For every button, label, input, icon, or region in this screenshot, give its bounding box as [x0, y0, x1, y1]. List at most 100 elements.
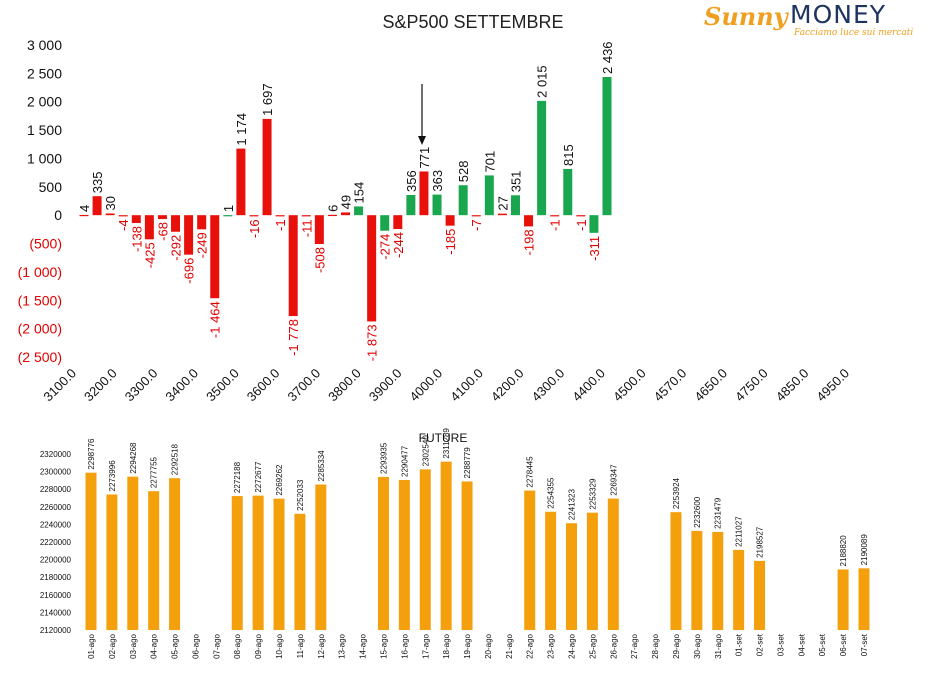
data-bar: [393, 215, 403, 230]
future-bar: [524, 490, 536, 630]
future-bar: [670, 512, 682, 630]
future-bar: [127, 476, 139, 630]
future-data-label: 2252033: [296, 479, 305, 511]
future-y-tick-label: 2220000: [40, 538, 72, 547]
future-bar: [691, 530, 703, 630]
data-bar: [589, 215, 599, 233]
future-bar: [545, 511, 557, 630]
future-x-tick-label: 15-ago: [379, 633, 388, 658]
future-bar: [712, 531, 724, 630]
future-bar: [315, 484, 327, 630]
data-bar: [537, 100, 547, 216]
future-x-tick-label: 06-set: [839, 633, 848, 656]
data-bar: [275, 215, 285, 217]
data-label: 815: [561, 144, 576, 166]
data-label: -16: [247, 219, 262, 238]
future-bar: [440, 461, 452, 630]
data-label: -1 873: [365, 324, 380, 361]
data-label: -1: [548, 219, 563, 231]
future-data-label: 2311289: [442, 428, 451, 459]
data-label: -1 778: [286, 319, 301, 356]
data-bar: [550, 215, 560, 217]
data-bar: [301, 215, 311, 217]
data-label: -292: [169, 235, 184, 261]
data-bar: [602, 76, 612, 216]
data-bar: [471, 215, 481, 217]
future-x-tick-label: 05-set: [818, 633, 827, 656]
future-x-tick-label: 20-ago: [484, 633, 493, 658]
data-label: -7: [469, 219, 484, 231]
x-tick-label: 3400.0: [162, 366, 201, 405]
data-label: -1: [574, 219, 589, 231]
data-label: 351: [508, 171, 523, 193]
future-x-tick-label: 18-ago: [442, 633, 451, 658]
x-tick-label: 4750.0: [732, 366, 771, 405]
future-x-tick-label: 02-ago: [108, 633, 117, 658]
future-y-tick-label: 2300000: [40, 468, 72, 477]
sunny-money-logo: Sunny MONEY Facciamo luce sui mercati: [698, 0, 928, 40]
x-tick-label: 4100.0: [447, 366, 486, 405]
future-bar: [294, 513, 306, 630]
future-x-tick-label: 23-ago: [547, 633, 556, 658]
data-label: -508: [312, 247, 327, 273]
data-label: -11: [299, 219, 314, 237]
future-x-tick-label: 22-ago: [526, 633, 535, 658]
data-label: 27: [495, 196, 510, 210]
future-x-tick-label: 24-ago: [568, 633, 577, 658]
future-x-tick-label: 17-ago: [421, 633, 430, 658]
x-tick-label: 4570.0: [651, 366, 690, 405]
future-data-label: 2288779: [463, 447, 472, 479]
y-tick-label: 2 500: [27, 65, 62, 81]
x-tick-label: 3200.0: [81, 366, 120, 405]
chart-title: S&P500 SETTEMBRE: [382, 12, 563, 32]
future-x-tick-label: 07-set: [860, 633, 869, 656]
y-tick-label: (500): [29, 236, 62, 252]
y-tick-label: (2 000): [18, 321, 62, 337]
x-tick-label: 3500.0: [203, 366, 242, 405]
future-data-label: 2269347: [609, 464, 618, 496]
x-tick-label: 3900.0: [366, 366, 405, 405]
y-tick-label: 1 500: [27, 122, 62, 138]
data-label: 2 436: [600, 41, 615, 74]
data-bar: [341, 212, 350, 216]
future-bar: [837, 569, 849, 630]
data-label: 771: [417, 147, 432, 169]
sp500-settembre-chart: S&P500 SETTEMBRE 3 000 2 500 2 000 1 500 1 00…: [18, 12, 852, 404]
future-data-label: 2232600: [693, 496, 702, 528]
future-x-tick-label: 02-set: [756, 633, 765, 656]
data-label: -1 464: [208, 301, 223, 338]
data-label: 154: [352, 182, 367, 204]
data-label: -4: [116, 219, 131, 231]
x-tick-label: 3800.0: [325, 366, 364, 405]
future-x-tick-label: 08-ago: [233, 633, 242, 658]
data-label: 701: [482, 151, 497, 173]
data-label: 356: [404, 170, 419, 192]
future-x-tick-label: 27-ago: [630, 633, 639, 658]
x-tick-label: 4300.0: [529, 366, 568, 405]
logo-main-text: MONEY: [790, 0, 887, 29]
y-tick-label: 3 000: [27, 37, 62, 53]
x-tick-label: 4650.0: [691, 366, 730, 405]
future-x-tick-label: 10-ago: [275, 633, 284, 658]
future-x-tick-label: 25-ago: [588, 633, 597, 658]
data-bar: [576, 215, 586, 217]
future-bar: [398, 479, 410, 630]
future-bar: [231, 496, 243, 630]
future-data-label: 2285334: [317, 450, 326, 482]
future-y-tick-label: 2280000: [40, 485, 72, 494]
future-x-tick-label: 19-ago: [463, 633, 472, 658]
future-chart: FUTURE 2320000 2300000 2280000 2260000 224000…: [40, 428, 870, 659]
data-label: -185: [443, 229, 458, 255]
data-bar: [157, 215, 167, 220]
data-bar: [367, 215, 377, 322]
future-x-tick-label: 31-ago: [714, 633, 723, 658]
data-label: 1: [221, 205, 236, 212]
x-tick-label: 4850.0: [773, 366, 812, 405]
future-x-tick-label: 03-ago: [129, 633, 138, 658]
future-bar: [586, 512, 598, 630]
annotation-arrow-head: [418, 136, 426, 145]
future-x-tick-label: 05-ago: [171, 633, 180, 658]
data-bar: [510, 195, 520, 216]
data-bar: [236, 148, 246, 216]
